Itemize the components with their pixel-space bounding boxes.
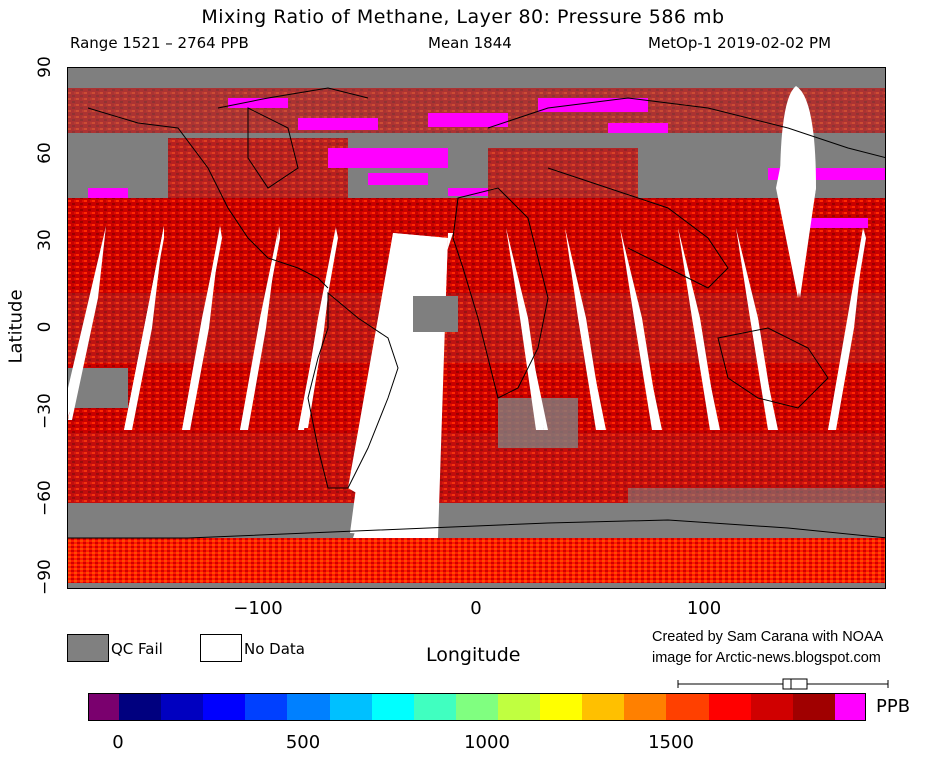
- color-segment: [834, 694, 865, 720]
- color-segment: [371, 694, 414, 720]
- color-segment: [792, 694, 835, 720]
- ytick-minus60: −60: [35, 480, 55, 516]
- color-segment: [624, 694, 667, 720]
- xtick-100: 100: [686, 598, 722, 619]
- ytick-30: 30: [35, 229, 55, 251]
- x-axis-label: Longitude: [426, 644, 521, 666]
- qc-fail-swatch: [67, 634, 109, 662]
- color-scale-bar: [88, 693, 866, 721]
- color-segment: [582, 694, 625, 720]
- red-band-south: [68, 363, 885, 433]
- mean-label: Mean 1844: [428, 34, 512, 52]
- cbar-tick-1000: 1000: [464, 732, 510, 753]
- color-segment: [497, 694, 541, 720]
- ytick-90: 90: [35, 56, 55, 78]
- color-segment: [455, 694, 498, 720]
- color-segment: [413, 694, 456, 720]
- ytick-60: 60: [35, 142, 55, 164]
- qc-fail-label: QC Fail: [111, 640, 163, 658]
- credit-line-1: Created by Sam Carana with NOAA: [652, 629, 884, 645]
- antarctic-red-band: [68, 538, 885, 583]
- map-title: Mixing Ratio of Methane, Layer 80: Press…: [201, 6, 725, 28]
- methane-map: [67, 67, 886, 589]
- credit-line-2: image for Arctic-news.blogspot.com: [652, 650, 881, 666]
- y-axis-label: Latitude: [5, 289, 27, 364]
- no-data-swatch: [200, 634, 242, 662]
- color-segment: [89, 694, 119, 720]
- color-segment: [540, 694, 583, 720]
- ytick-minus30: −30: [35, 393, 55, 429]
- xtick-minus100: −100: [233, 598, 283, 619]
- color-segment: [287, 694, 330, 720]
- color-segment: [119, 694, 162, 720]
- coastlines: [68, 87, 885, 539]
- map-svg: [68, 68, 885, 588]
- satellite-date-label: MetOp-1 2019-02-02 PM: [648, 34, 832, 52]
- ytick-minus90: −90: [35, 559, 55, 595]
- no-data-label: No Data: [244, 640, 305, 658]
- color-segment: [245, 694, 288, 720]
- color-segment: [161, 694, 204, 720]
- cbar-tick-1500: 1500: [648, 732, 694, 753]
- xtick-0: 0: [470, 598, 482, 619]
- color-segment: [203, 694, 246, 720]
- color-segment: [708, 694, 751, 720]
- color-segment: [329, 694, 372, 720]
- distribution-boxplot: [677, 678, 889, 690]
- color-segment: [666, 694, 709, 720]
- ytick-0: 0: [35, 321, 55, 333]
- cbar-tick-500: 500: [285, 732, 321, 753]
- range-label: Range 1521 – 2764 PPB: [70, 34, 249, 52]
- unit-label: PPB: [876, 696, 911, 717]
- color-segment: [750, 694, 793, 720]
- cbar-tick-0: 0: [112, 732, 124, 753]
- red-band-north: [68, 198, 885, 293]
